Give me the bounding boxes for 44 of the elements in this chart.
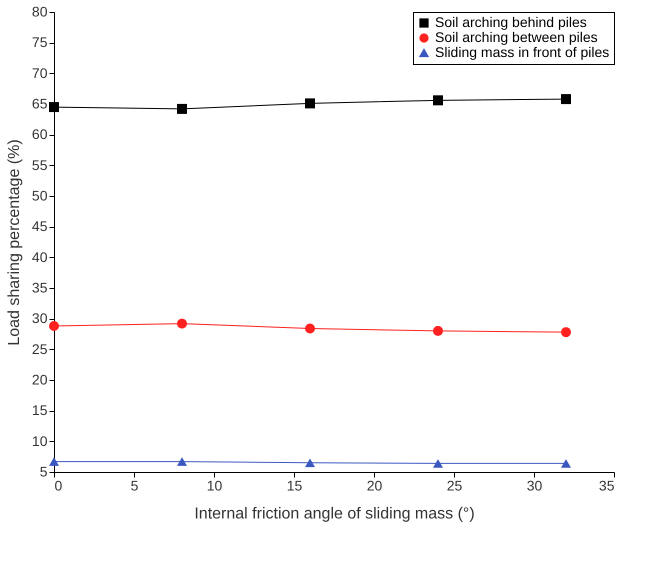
x-tick-label: 20 [366, 478, 382, 494]
y-tick-label: 40 [32, 248, 48, 265]
x-tick-label: 15 [286, 478, 302, 494]
point [561, 327, 571, 338]
y-tick-label: 75 [32, 34, 48, 50]
x-tick-label: 25 [446, 478, 462, 494]
y-tick-label: 20 [32, 372, 48, 388]
point [177, 318, 187, 329]
point [177, 457, 187, 466]
x-tick-label: 10 [206, 478, 222, 494]
legend-label: Soil arching behind piles [435, 14, 587, 30]
y-tick-label: 5 [40, 464, 48, 480]
y-tick-label: 35 [32, 280, 48, 296]
y-tick-label: 25 [32, 340, 48, 357]
point [305, 98, 315, 108]
y-tick-label: 10 [32, 432, 48, 449]
y-tick-label: 65 [32, 96, 48, 112]
x-axis-title: Internal friction angle of sliding mass (°) [194, 506, 475, 522]
x-tick-label: 5 [130, 478, 139, 494]
y-tick-label: 70 [32, 64, 48, 81]
y-tick-label: 15 [32, 402, 48, 418]
x-tick-label: 30 [526, 478, 542, 494]
x-tick-label: 35 [598, 478, 615, 494]
y-tick-label: 45 [32, 218, 48, 234]
point [433, 326, 443, 336]
point [49, 457, 59, 466]
point [433, 459, 443, 468]
legend-label: Sliding mass in front of piles [435, 44, 610, 60]
point [433, 95, 443, 106]
point [305, 323, 315, 334]
x-tick-label: 0 [54, 478, 62, 494]
y-tick-label: 30 [32, 310, 48, 326]
point [49, 102, 59, 112]
point [305, 458, 315, 468]
point [561, 94, 571, 104]
y-axis-title: Load sharing percentage (%) [6, 139, 23, 346]
y-tick-label: 50 [32, 188, 48, 204]
y-tick-label: 80 [32, 4, 48, 20]
y-tick-label: 60 [32, 126, 48, 142]
point [561, 459, 571, 468]
legend-label: Soil arching between piles [435, 29, 598, 45]
point [177, 104, 187, 114]
point [49, 321, 59, 332]
y-tick-label: 55 [32, 156, 48, 173]
